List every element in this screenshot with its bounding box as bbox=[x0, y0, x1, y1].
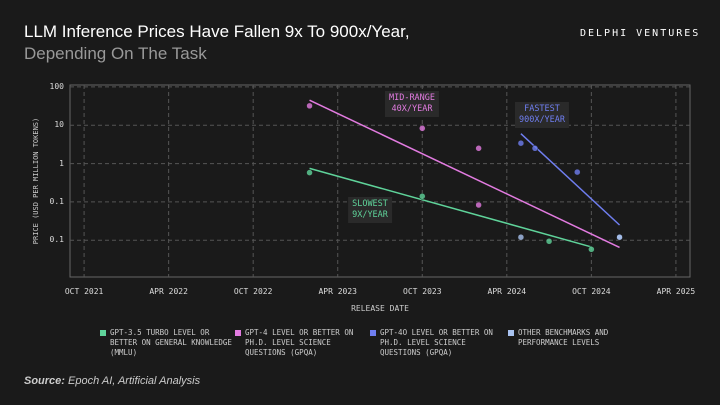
data-point bbox=[306, 169, 313, 176]
x-tick-label: APR 2025 bbox=[656, 287, 696, 296]
legend-swatch bbox=[235, 330, 241, 336]
y-tick-label: 0.1 bbox=[49, 196, 64, 206]
source-text: Epoch AI, Artificial Analysis bbox=[68, 375, 201, 387]
y-tick-label: 1 bbox=[59, 158, 64, 168]
data-point bbox=[588, 246, 595, 253]
legend-item: GPT-3.5 TURBO LEVEL OR BETTER ON GENERAL… bbox=[100, 328, 235, 358]
x-tick-label: OCT 2022 bbox=[233, 287, 273, 296]
legend-label: GPT-4 LEVEL OR BETTER ON PH.D. LEVEL SCI… bbox=[245, 328, 354, 357]
data-point bbox=[517, 139, 525, 147]
data-point bbox=[574, 168, 581, 176]
x-tick-label: APR 2024 bbox=[487, 287, 527, 296]
data-point bbox=[517, 233, 525, 241]
legend-swatch bbox=[508, 330, 514, 336]
y-axis-label: PRICE (USD PER MILLION TOKENS) bbox=[32, 117, 40, 245]
x-tick-label: OCT 2021 bbox=[64, 287, 104, 296]
legend-swatch bbox=[370, 330, 376, 336]
annotation: MID-RANGE 40X/YEAR bbox=[384, 91, 440, 117]
plot-frame bbox=[69, 84, 691, 278]
x-tick-label: APR 2022 bbox=[149, 287, 188, 296]
x-tick-label: OCT 2023 bbox=[403, 287, 442, 296]
source: Source: Epoch AI, Artificial Analysis bbox=[24, 375, 200, 387]
legend-label: GPT-3.5 TURBO LEVEL OR BETTER ON GENERAL… bbox=[110, 328, 232, 357]
trend-line bbox=[309, 167, 592, 248]
data-point bbox=[475, 145, 482, 152]
y-tick-label: 10 bbox=[54, 120, 64, 130]
legend-item: OTHER BENCHMARKS AND PERFORMANCE LEVELS bbox=[508, 328, 643, 348]
legend-item: GPT-4O LEVEL OR BETTER ON PH.D. LEVEL SC… bbox=[370, 328, 505, 358]
x-axis-label: RELEASE DATE bbox=[351, 304, 409, 313]
data-point bbox=[616, 233, 623, 241]
trend-line bbox=[309, 99, 620, 249]
chart-title: LLM Inference Prices Have Fallen 9x To 9… bbox=[24, 22, 410, 41]
data-point bbox=[306, 102, 313, 110]
data-point bbox=[419, 193, 426, 200]
x-tick-label: OCT 2024 bbox=[572, 287, 611, 296]
data-point bbox=[531, 145, 539, 152]
y-tick-label: 100 bbox=[49, 81, 64, 91]
y-tick-label: 0.1 bbox=[49, 235, 64, 245]
data-point bbox=[545, 238, 553, 245]
x-tick-label: APR 2023 bbox=[318, 287, 357, 296]
annotation: FASTEST 900X/YEAR bbox=[514, 102, 570, 128]
legend-label: GPT-4O LEVEL OR BETTER ON PH.D. LEVEL SC… bbox=[380, 328, 493, 357]
source-label: Source: bbox=[24, 375, 65, 387]
brand: DELPHI VENTURES bbox=[580, 28, 701, 39]
data-point bbox=[475, 201, 482, 209]
legend-item: GPT-4 LEVEL OR BETTER ON PH.D. LEVEL SCI… bbox=[235, 328, 370, 358]
legend-label: OTHER BENCHMARKS AND PERFORMANCE LEVELS bbox=[518, 328, 609, 347]
annotation: SLOWEST 9X/YEAR bbox=[348, 197, 392, 223]
legend-swatch bbox=[100, 330, 106, 336]
chart-subtitle: Depending On The Task bbox=[24, 44, 207, 63]
data-point bbox=[419, 125, 426, 132]
